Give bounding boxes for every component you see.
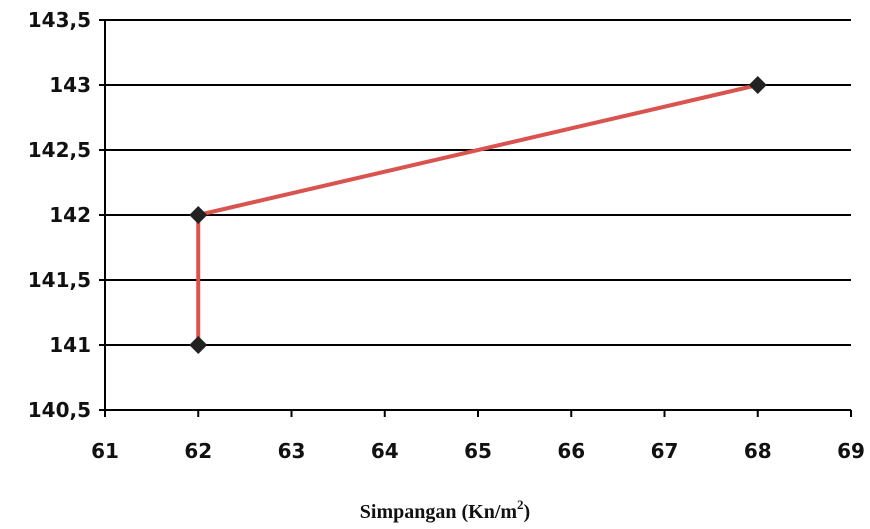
x-tick-label: 67 bbox=[651, 439, 679, 463]
y-tick-label: 143 bbox=[49, 73, 91, 97]
x-axis-label: Simpangan (Kn/m2) bbox=[360, 497, 530, 523]
x-tick-label: 66 bbox=[557, 439, 585, 463]
x-tick-label: 61 bbox=[91, 439, 119, 463]
x-tick-label: 63 bbox=[278, 439, 306, 463]
gridlines bbox=[105, 19, 851, 411]
x-tick-labels: 61 62 63 64 65 66 67 68 69 bbox=[91, 439, 865, 463]
x-axis-label-superscript: 2 bbox=[517, 497, 524, 512]
y-tick-label: 142 bbox=[49, 203, 91, 227]
x-axis-label-suffix: ) bbox=[524, 501, 531, 523]
axes bbox=[99, 19, 852, 417]
y-tick-label: 142,5 bbox=[28, 138, 91, 162]
y-tick-labels: 140,5 141 141,5 142 142,5 143 143,5 bbox=[28, 8, 91, 422]
data-point-marker bbox=[189, 336, 208, 354]
series-layer bbox=[189, 76, 767, 354]
y-tick-label: 141,5 bbox=[28, 268, 91, 292]
x-tick-label: 69 bbox=[837, 439, 865, 463]
data-point-marker bbox=[748, 76, 767, 94]
x-tick-label: 65 bbox=[464, 439, 492, 463]
y-tick-label: 141 bbox=[49, 333, 91, 357]
y-tick-label: 140,5 bbox=[28, 398, 91, 422]
data-point-marker bbox=[189, 206, 208, 224]
y-tick-label: 143,5 bbox=[28, 8, 91, 32]
x-tick-label: 64 bbox=[371, 439, 399, 463]
x-tick-label: 68 bbox=[744, 439, 772, 463]
x-tick-label: 62 bbox=[184, 439, 212, 463]
